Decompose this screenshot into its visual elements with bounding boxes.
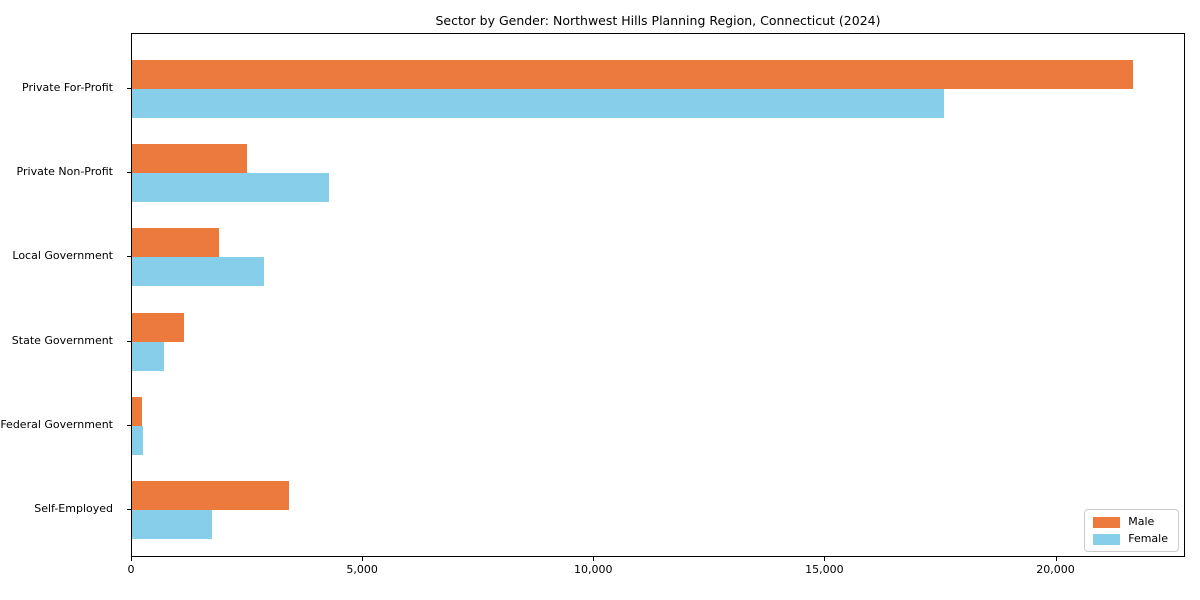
y-axis-label: Private Non-Profit <box>16 165 113 179</box>
bar-male-federal-government <box>132 396 143 426</box>
bar-male-private-non-profit <box>132 144 248 174</box>
female-legend-label: Female <box>1128 532 1168 545</box>
x-axis-tick <box>824 557 826 561</box>
y-axis-tick <box>127 256 131 258</box>
chart-title: Sector by Gender: Northwest Hills Planni… <box>435 13 881 28</box>
bar-female-state-government <box>132 341 165 371</box>
y-axis-tick <box>127 172 131 174</box>
bar-female-local-government <box>132 257 264 287</box>
x-axis-label: 20,000 <box>1036 563 1075 576</box>
y-axis-label: Federal Government <box>0 417 113 431</box>
x-axis-label: 5,000 <box>346 563 378 576</box>
bar-male-state-government <box>132 312 184 342</box>
y-axis-label: Local Government <box>12 249 113 263</box>
y-axis-tick <box>127 509 131 510</box>
x-axis-label: 15,000 <box>805 563 844 576</box>
legend: Male Female <box>1084 509 1179 552</box>
bar-female-federal-government <box>132 425 143 455</box>
y-axis-label: Private For-Profit <box>22 81 113 94</box>
plot-area: Male Female <box>131 33 1185 557</box>
x-axis-tick <box>593 557 595 561</box>
y-axis-tick <box>127 88 131 89</box>
bar-female-private-non-profit <box>132 173 330 203</box>
x-axis-label: 0 <box>127 563 135 576</box>
male-legend-swatch <box>1093 516 1121 528</box>
x-axis-label: 10,000 <box>574 563 613 576</box>
y-axis-label: State Government <box>11 333 113 347</box>
y-axis-tick <box>127 424 131 426</box>
bar-male-local-government <box>132 228 219 258</box>
bar-male-private-for-profit <box>132 60 1134 89</box>
x-axis-tick <box>362 557 364 561</box>
bar-female-self-employed <box>132 510 212 539</box>
bar-female-private-for-profit <box>132 89 945 118</box>
bar-male-self-employed <box>132 481 289 510</box>
y-axis-label: Self-Employed <box>34 502 113 515</box>
female-legend-swatch <box>1093 533 1121 545</box>
x-axis-tick <box>1055 557 1057 561</box>
legend-item-male: Male <box>1093 516 1168 528</box>
x-axis-tick <box>131 557 132 561</box>
male-legend-label: Male <box>1128 515 1155 528</box>
y-axis-tick <box>127 340 131 342</box>
legend-item-female: Female <box>1093 533 1168 545</box>
y-axis-label-gutter: Private For-Profit Private Non-Profit Loca… <box>0 0 122 600</box>
